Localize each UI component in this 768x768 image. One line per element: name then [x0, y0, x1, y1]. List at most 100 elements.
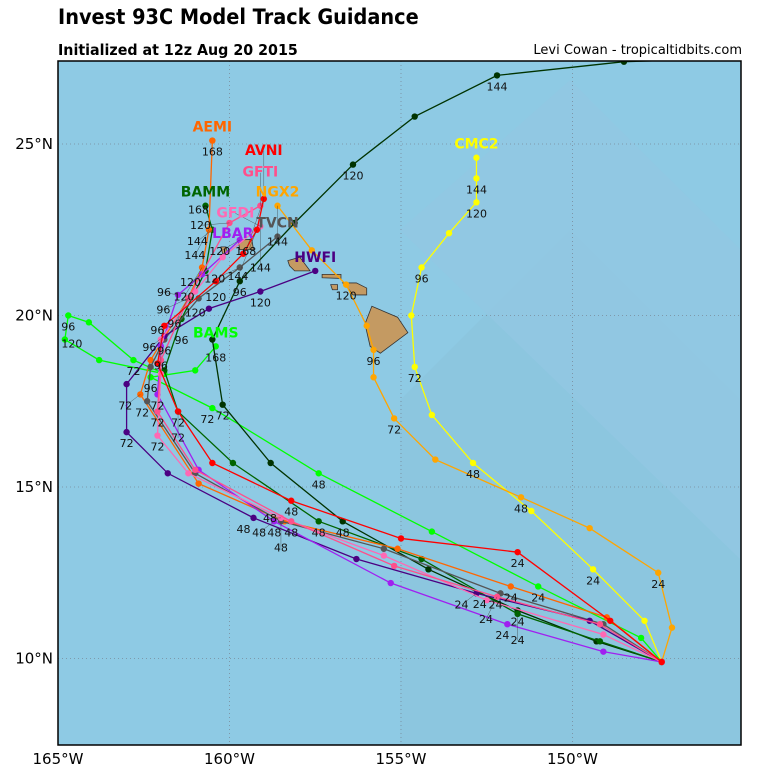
track-point — [370, 374, 377, 381]
forecast-hour-label: 48 — [514, 502, 528, 515]
forecast-hour-label: 24 — [473, 598, 487, 611]
forecast-hour-label: 72 — [150, 417, 164, 430]
track-point — [219, 253, 226, 261]
page-title: Invest 93C Model Track Guidance — [58, 5, 419, 29]
forecast-hour-label: 96 — [157, 345, 171, 358]
forecast-hour-label: 144 — [227, 270, 248, 283]
track-point — [493, 72, 501, 79]
track-point — [219, 401, 226, 408]
forecast-hour-label: 168 — [205, 351, 226, 364]
track-point — [370, 346, 377, 353]
forecast-hour-label: 48 — [237, 523, 251, 536]
track-point — [291, 219, 298, 227]
forecast-hour-label: 96 — [156, 303, 170, 316]
forecast-hour-label: 96 — [367, 355, 381, 368]
forecast-hour-label: 48 — [267, 526, 281, 539]
track-point — [668, 624, 676, 631]
track-point — [600, 648, 607, 655]
label-leader-line — [269, 517, 281, 519]
forecast-hour-label: 120 — [250, 296, 271, 309]
track-point — [349, 161, 357, 168]
x-tick-label: 160°W — [204, 750, 255, 768]
track-point — [154, 360, 161, 367]
label-leader-line — [164, 292, 179, 296]
track-point — [236, 264, 243, 271]
forecast-hour-label: 96 — [154, 360, 168, 373]
track-point — [411, 363, 418, 371]
track-point — [250, 514, 257, 522]
forecast-hour-label: 96 — [415, 272, 429, 285]
track-point — [185, 470, 192, 477]
forecast-hour-label: 48 — [284, 506, 298, 519]
forecast-hour-label: 168 — [235, 245, 256, 258]
forecast-hour-label: 72 — [408, 372, 422, 385]
model-label: BAMS — [193, 325, 239, 341]
forecast-hour-label: 120 — [466, 207, 487, 220]
forecast-hour-label: 72 — [171, 432, 185, 445]
forecast-hour-label: 96 — [144, 382, 158, 395]
track-point — [174, 408, 182, 415]
track-point — [123, 428, 130, 436]
forecast-hour-label: 96 — [157, 286, 171, 299]
track-point — [288, 497, 295, 504]
forecast-hour-label: 24 — [511, 557, 525, 570]
map-frame — [57, 60, 742, 746]
track-point — [514, 548, 521, 556]
forecast-hour-label: 120 — [209, 245, 230, 258]
forecast-hour-label: 24 — [511, 634, 525, 647]
track-point — [147, 363, 154, 371]
forecast-hour-label: 144 — [187, 235, 208, 248]
model-label: NGX2 — [256, 185, 300, 201]
track-point — [397, 535, 405, 542]
track-point — [209, 404, 216, 412]
track-point — [212, 278, 219, 285]
forecast-hour-label: 72 — [120, 437, 134, 450]
track-point — [236, 278, 243, 285]
forecast-hour-label: 72 — [387, 423, 401, 436]
track-point — [411, 113, 418, 120]
label-leader-line — [219, 239, 240, 252]
track-point — [209, 137, 216, 144]
forecast-hour-label: 72 — [150, 399, 164, 412]
model-label: AVNI — [245, 143, 283, 159]
track-point — [164, 470, 171, 477]
forecast-hour-label: 72 — [118, 399, 132, 412]
track-point — [209, 459, 216, 467]
track-point — [85, 319, 93, 326]
track-point — [641, 617, 648, 624]
label-leader-line — [194, 229, 210, 256]
forecast-hour-label: 24 — [479, 613, 493, 626]
track-point — [655, 569, 662, 576]
x-tick-label: 165°W — [33, 750, 84, 768]
track-point — [473, 154, 480, 161]
track-point — [473, 175, 480, 182]
track-point — [308, 247, 316, 254]
forecast-hour-label: 48 — [336, 526, 350, 539]
track-point — [535, 583, 542, 590]
label-leader-line — [200, 222, 230, 226]
forecast-hour-label: 120 — [190, 219, 211, 232]
forecast-hour-label: 144 — [466, 183, 487, 196]
track-point — [387, 579, 394, 587]
label-leader-line — [214, 267, 240, 280]
track-point — [154, 432, 161, 439]
track-point — [607, 617, 614, 624]
label-leader-line — [237, 229, 258, 277]
forecast-hour-label: 168 — [188, 204, 209, 217]
track-point — [95, 356, 103, 364]
track-point — [596, 638, 604, 645]
track-point — [315, 518, 322, 525]
track-point — [147, 356, 154, 364]
forecast-hour-label: 48 — [312, 526, 326, 539]
track-point — [288, 518, 295, 525]
track-point — [342, 281, 350, 288]
forecast-hour-label: 24 — [651, 578, 665, 591]
forecast-hour-label: 96 — [61, 321, 75, 334]
track-point — [130, 356, 137, 364]
track-point — [312, 267, 319, 275]
init-time-subtitle: Initialized at 12z Aug 20 2015 — [58, 41, 298, 59]
track-point — [229, 459, 237, 467]
x-tick-label: 150°W — [547, 750, 598, 768]
track-point — [589, 566, 597, 573]
